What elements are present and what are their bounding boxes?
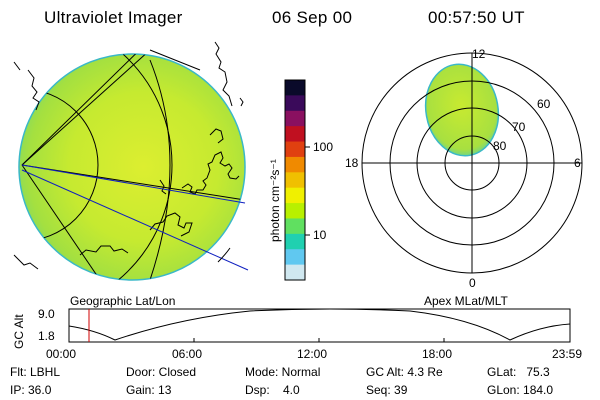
info-flt: Flt: LBHL bbox=[10, 365, 61, 379]
lat-label-70: 70 bbox=[512, 120, 526, 134]
longitude-curve bbox=[149, 59, 171, 280]
xtick-1800: 18:00 bbox=[422, 347, 453, 361]
info-dsp: Dsp: 4.0 bbox=[245, 383, 300, 397]
lat-label-60: 60 bbox=[537, 97, 551, 111]
mlt-label-18: 18 bbox=[345, 156, 359, 170]
altitude-curve bbox=[68, 308, 571, 341]
mlt-label-6: 6 bbox=[574, 156, 581, 170]
altitude-ytick-min: 1.8 bbox=[38, 329, 55, 343]
colorbar-swatch bbox=[285, 110, 305, 127]
colorbar-swatch bbox=[285, 80, 305, 96]
blue-lines bbox=[21, 164, 249, 271]
app-title: Ultraviolet Imager bbox=[44, 8, 183, 27]
altitude-ytick-max: 9.0 bbox=[38, 307, 55, 321]
info-glat: GLat: 75.3 bbox=[487, 365, 550, 379]
altitude-x-ticks bbox=[68, 338, 571, 342]
apex-caption: Apex MLat/MLT bbox=[424, 294, 508, 308]
colorbar-swatch bbox=[285, 203, 305, 220]
time-label: 00:57:50 UT bbox=[428, 8, 525, 27]
colorbar-swatch bbox=[285, 218, 305, 235]
xtick-0600: 06:00 bbox=[172, 347, 203, 361]
meridian-line bbox=[21, 54, 151, 166]
colorbar-swatch bbox=[285, 172, 305, 189]
info-seq: Seq: 39 bbox=[366, 383, 408, 397]
colorbar bbox=[284, 79, 310, 281]
meridian-line bbox=[21, 54, 161, 166]
date-label: 06 Sep 00 bbox=[272, 8, 353, 27]
coastlines bbox=[27, 69, 240, 256]
geographic-image bbox=[13, 41, 249, 281]
xtick-2359: 23:59 bbox=[552, 347, 583, 361]
geographic-caption: Geographic Lat/Lon bbox=[70, 294, 176, 308]
colorbar-swatch bbox=[285, 156, 305, 173]
info-gain: Gain: 13 bbox=[126, 383, 172, 397]
colorbar-tick-label-10: 10 bbox=[313, 228, 327, 242]
colorbar-swatch bbox=[285, 264, 305, 281]
outer-coastlines bbox=[13, 41, 244, 270]
mlt-label-12: 12 bbox=[472, 47, 486, 61]
colorbar-swatch bbox=[285, 233, 305, 250]
info-gcalt: GC Alt: 4.3 Re bbox=[366, 365, 443, 379]
mlt-label-0: 0 bbox=[469, 276, 476, 290]
info-ip: IP: 36.0 bbox=[10, 383, 52, 397]
lat-label-80: 80 bbox=[493, 139, 507, 153]
colorbar-swatch bbox=[285, 95, 305, 112]
altitude-plot bbox=[68, 308, 571, 343]
colorbar-unit-label: photon cm⁻²s⁻¹ bbox=[268, 159, 282, 242]
xtick-1200: 12:00 bbox=[297, 347, 328, 361]
colorbar-swatch bbox=[285, 249, 305, 266]
colorbar-swatch bbox=[285, 187, 305, 204]
info-glon: GLon: 184.0 bbox=[487, 383, 554, 397]
colorbar-swatch bbox=[285, 141, 305, 158]
auroral-image bbox=[424, 63, 500, 157]
info-mode: Mode: Normal bbox=[245, 365, 321, 379]
meridian-line bbox=[21, 164, 101, 280]
info-door: Door: Closed bbox=[126, 365, 197, 379]
latitude-circle bbox=[19, 54, 173, 280]
altitude-frame bbox=[68, 308, 571, 343]
altitude-ylabel: GC Alt bbox=[12, 314, 26, 349]
colorbar-tick-label-100: 100 bbox=[313, 140, 334, 154]
colorbar-swatch bbox=[285, 126, 305, 143]
apex-polar-plot bbox=[361, 52, 583, 274]
xtick-0000: 00:00 bbox=[46, 347, 77, 361]
